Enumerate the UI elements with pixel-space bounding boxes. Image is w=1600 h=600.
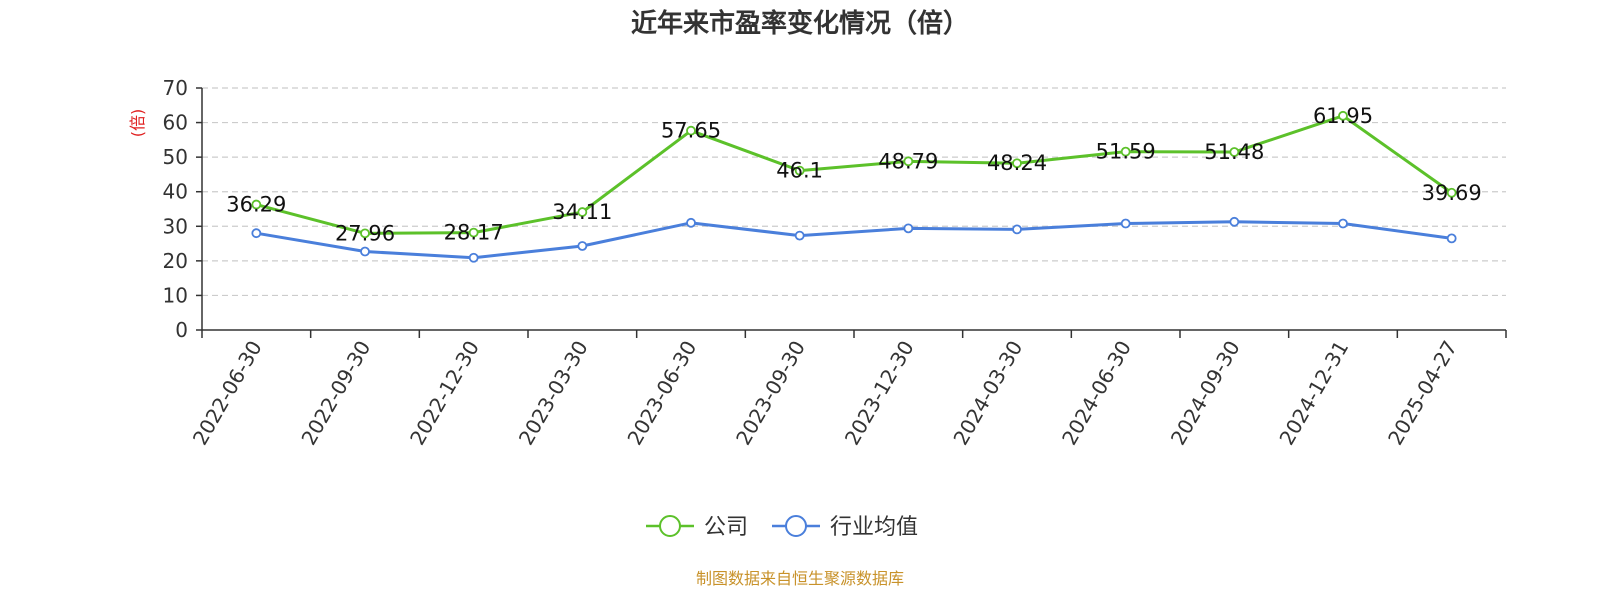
- data-point: [577, 241, 588, 251]
- x-tick-label: 2024-12-31: [1274, 337, 1353, 450]
- data-point: [360, 246, 370, 257]
- y-tick-label: 10: [163, 283, 188, 307]
- x-tick-label: 2022-06-30: [188, 337, 267, 450]
- data-point: [1446, 187, 1457, 198]
- legend-label-0: 公司: [704, 515, 748, 540]
- series-line-1: [256, 220, 1452, 260]
- legend: 公司 行业均值: [646, 515, 918, 540]
- data-label: 46.1: [776, 159, 823, 183]
- legend-label-1: 行业均值: [830, 515, 918, 540]
- x-tick-label: 2024-03-30: [948, 337, 1027, 450]
- y-tick-label: 60: [163, 111, 188, 135]
- data-label: 51.59: [1096, 140, 1156, 164]
- data-label: 48.24: [987, 151, 1047, 175]
- data-label: 48.79: [878, 149, 938, 173]
- data-label: 57.65: [661, 119, 721, 143]
- x-tick-label: 2024-09-30: [1166, 337, 1245, 450]
- data-label: 51.48: [1204, 140, 1264, 164]
- data-point: [251, 228, 262, 239]
- data-labels: 36.29 27.96 28.17 34.11 57.65 46.1 48.79 48.24 5…: [226, 104, 1481, 246]
- x-tick-label: 2023-12-30: [840, 336, 919, 449]
- y-tick-label: 40: [163, 180, 188, 204]
- y-tick-label: 0: [175, 318, 188, 342]
- y-tick-label: 30: [163, 214, 188, 238]
- data-label: 28.17: [444, 221, 504, 245]
- data-point: [1120, 146, 1131, 157]
- data-point: [1446, 233, 1457, 244]
- data-point: [468, 227, 479, 238]
- series-layer: [251, 110, 1457, 263]
- x-tick-label: 2022-12-30: [405, 336, 484, 449]
- data-label: 61.95: [1313, 104, 1373, 128]
- data-point: [686, 217, 696, 228]
- data-label: 39.69: [1422, 181, 1482, 205]
- data-point: [903, 223, 914, 234]
- axes: 0 10 20 30 40 50 60 70 2022-06-30 2022-09-30 2022-…: [163, 76, 1507, 450]
- x-tick-label: 2022-09-30: [296, 337, 375, 450]
- y-tick-label: 20: [163, 249, 188, 273]
- data-point: [1338, 218, 1348, 229]
- data-point: [1120, 218, 1131, 229]
- x-tick-label: 2023-09-30: [731, 337, 810, 450]
- data-point: [1338, 110, 1348, 121]
- legend-marker-1: [785, 515, 807, 537]
- data-point: [794, 230, 805, 241]
- data-point: [794, 165, 805, 176]
- data-point: [577, 207, 588, 217]
- data-point: [1012, 224, 1022, 235]
- x-tick-label: 2025-04-27: [1383, 337, 1462, 450]
- legend-marker-0: [659, 515, 681, 537]
- data-point: [1229, 147, 1240, 157]
- data-point: [468, 252, 479, 263]
- x-tick-label: 2023-06-30: [622, 337, 701, 450]
- data-point: [1012, 158, 1022, 169]
- data-point: [1229, 216, 1240, 227]
- series-line-0: [255, 114, 1453, 235]
- data-point: [686, 125, 696, 136]
- grid-lines: [202, 87, 1506, 297]
- data-label: 27.96: [335, 221, 395, 245]
- y-axis-label: (倍): [128, 109, 147, 138]
- source-note: 制图数据来自恒生聚源数据库: [696, 569, 904, 588]
- data-label: 36.29: [226, 193, 286, 217]
- x-tick-label: 2024-06-30: [1057, 337, 1136, 450]
- data-label: 34.11: [552, 200, 612, 224]
- x-tick-label: 2023-03-30: [514, 337, 593, 450]
- data-point: [903, 156, 914, 167]
- y-tick-label: 50: [163, 145, 188, 169]
- chart-title: 近年来市盈率变化情况（倍）: [631, 8, 969, 39]
- data-point: [360, 228, 370, 239]
- data-point: [251, 199, 262, 210]
- y-tick-label: 70: [163, 76, 188, 100]
